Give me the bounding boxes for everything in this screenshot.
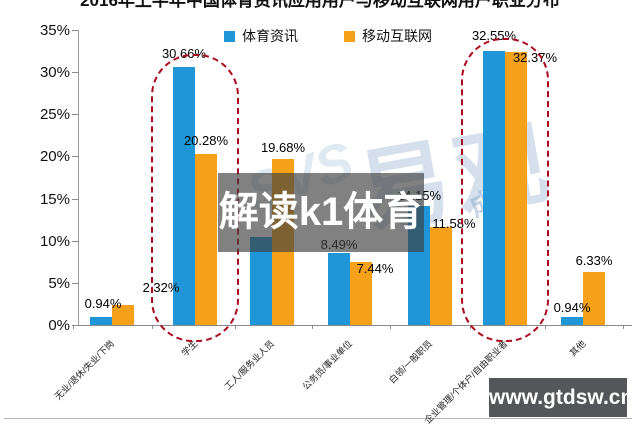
legend-item-sports-info: 体育资讯 xyxy=(224,26,298,46)
y-tick-mark xyxy=(72,114,78,116)
x-tick-mark xyxy=(72,325,74,329)
x-category-label-g4: 白领/一般职员 xyxy=(387,338,435,386)
y-tick-label: 5% xyxy=(48,274,70,292)
y-axis-line xyxy=(78,30,79,325)
x-category-label-g2: 工人/服务业人员 xyxy=(223,338,277,392)
x-category-label-g6: 其他 xyxy=(567,338,588,359)
legend-swatch-icon xyxy=(224,30,235,42)
bar-value-label-mobile-internet-g3: 7.44% xyxy=(356,261,394,277)
chart-title: 2016年上半年中国体育资讯应用用户与移动互联网用户职业分布 xyxy=(80,0,560,10)
bar-sports-info-g0 xyxy=(90,317,112,325)
y-tick-label: 35% xyxy=(39,22,70,39)
bar-value-label-mobile-internet-g1: 20.28% xyxy=(183,133,229,149)
bottom-divider-line xyxy=(4,418,632,419)
y-tick-mark xyxy=(72,30,78,31)
bar-mobile-internet-g6 xyxy=(583,271,605,325)
y-tick-mark xyxy=(72,240,78,242)
chart-legend: 体育资讯 移动互联网 xyxy=(78,26,578,46)
x-tick-mark xyxy=(234,325,236,329)
y-tick-mark xyxy=(72,72,78,74)
bar-mobile-internet-g1 xyxy=(195,154,217,325)
bar-mobile-internet-g0 xyxy=(112,305,134,325)
center-watermark-text: 解读k1体育 xyxy=(218,190,424,234)
y-tick-mark xyxy=(72,282,78,284)
legend-swatch-icon xyxy=(344,30,355,42)
y-tick-label: 10% xyxy=(39,232,70,250)
legend-label: 体育资讯 xyxy=(242,28,298,44)
legend-item-mobile-internet: 移动互联网 xyxy=(344,26,432,46)
bar-value-label-sports-info-g6: 0.94% xyxy=(553,300,591,316)
y-tick-mark xyxy=(72,325,78,326)
x-tick-mark xyxy=(311,325,313,329)
x-category-label-g0: 无业/退休/失业/下岗 xyxy=(53,338,117,402)
y-tick-label: 20% xyxy=(39,148,70,166)
x-tick-mark xyxy=(544,325,546,329)
x-category-label-g3: 公务员/事业单位 xyxy=(301,338,355,392)
bar-mobile-internet-g4 xyxy=(430,227,452,325)
legend-label: 移动互联网 xyxy=(362,28,432,44)
bar-sports-info-g3 xyxy=(328,253,350,325)
x-axis-line xyxy=(78,325,632,326)
y-tick-label: 0% xyxy=(48,317,70,334)
x-tick-mark xyxy=(389,325,391,329)
y-tick-label: 25% xyxy=(39,106,70,124)
bar-value-label-mobile-internet-g2: 19.68% xyxy=(260,140,306,156)
highlight-ellipse-g5 xyxy=(461,37,549,342)
center-watermark-band: 解读k1体育 xyxy=(218,173,424,252)
bar-value-label-mobile-internet-g6: 6.33% xyxy=(575,252,613,268)
x-tick-mark xyxy=(622,325,624,329)
bar-value-label-sports-info-g1: 30.66% xyxy=(161,45,207,61)
bar-sports-info-g5 xyxy=(483,50,505,325)
y-tick-label: 30% xyxy=(39,64,70,82)
y-tick-mark xyxy=(72,198,78,200)
site-watermark-box: www.gtdsw.cn xyxy=(489,378,633,417)
chart-title-clipped: 2016年上半年中国体育资讯应用用户与移动互联网用户职业分布 xyxy=(0,0,640,11)
bar-sports-info-g2 xyxy=(250,236,272,325)
bar-value-label-sports-info-g0: 0.94% xyxy=(84,296,122,312)
bar-value-label-mobile-internet-g4: 11.58% xyxy=(432,216,476,232)
bar-mobile-internet-g3 xyxy=(350,262,372,325)
y-tick-label: 15% xyxy=(39,190,70,208)
bar-sports-info-g6 xyxy=(561,317,583,325)
bar-sports-info-g1 xyxy=(173,66,195,325)
y-tick-mark xyxy=(72,156,78,158)
x-tick-mark xyxy=(151,325,153,329)
bar-mobile-internet-g5 xyxy=(505,52,527,325)
site-watermark-text: www.gtdsw.cn xyxy=(489,386,634,409)
